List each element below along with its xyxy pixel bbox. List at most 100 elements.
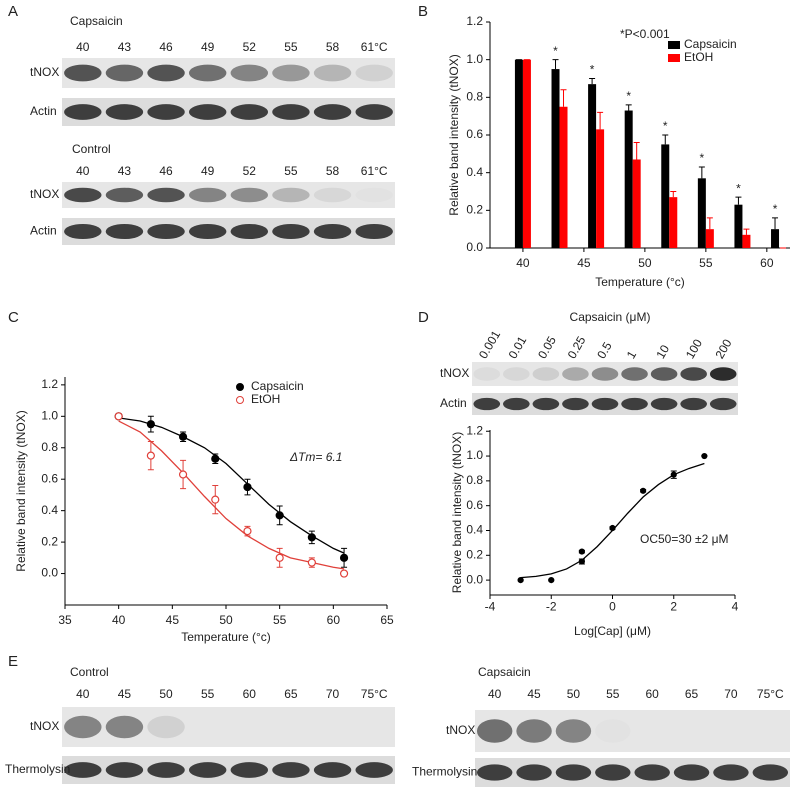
bar: [624, 110, 633, 249]
lane-label: 58: [326, 164, 340, 178]
y-tick-label: 0.2: [466, 203, 483, 217]
x-tick-label: 4: [732, 600, 739, 614]
error-bar: [560, 89, 567, 107]
blot-band: [272, 762, 310, 778]
blot-band: [313, 187, 352, 203]
fit-curve: [118, 420, 345, 570]
blot-band: [595, 719, 630, 743]
legend-label: EtOH: [251, 392, 280, 406]
legend-label: Capsaicin: [684, 37, 737, 51]
significance-mark: *: [590, 63, 595, 77]
lane-label: 0.5: [594, 339, 615, 361]
row-label: Thermolysin: [5, 762, 70, 776]
bar: [669, 197, 678, 248]
panel-label: E: [8, 653, 18, 670]
y-axis-label: Relative band intensity (tNOX): [450, 432, 464, 593]
blot-band: [313, 223, 352, 240]
error-bar: [670, 191, 677, 198]
blot-band: [272, 64, 310, 82]
lane-label: 55: [284, 164, 298, 178]
y-tick-label: 0.0: [41, 566, 58, 580]
significance-mark: *: [773, 202, 778, 216]
y-tick-label: 1.2: [41, 377, 58, 391]
blot-band: [476, 764, 513, 781]
data-point: [275, 511, 284, 520]
x-tick-label: 50: [638, 256, 652, 270]
blot-band: [147, 104, 185, 120]
blot-band: [473, 397, 501, 411]
x-tick-label: 40: [516, 256, 530, 270]
data-point: [548, 577, 555, 584]
blot-band: [555, 764, 592, 781]
y-tick-label: 0.8: [41, 440, 58, 454]
x-tick-label: 45: [166, 613, 180, 627]
blot-band: [709, 367, 737, 381]
bar: [771, 229, 780, 248]
panel-label: B: [418, 3, 428, 20]
bar: [522, 59, 531, 248]
lane-label: 10: [653, 342, 672, 361]
significance-mark: *: [700, 151, 705, 165]
lane-label: 40: [76, 164, 90, 178]
bar: [551, 69, 560, 248]
blot-band: [105, 715, 144, 739]
lane-label: 40: [76, 40, 90, 54]
bar: [596, 129, 605, 248]
lane-label: 49: [201, 40, 215, 54]
error-bar: [662, 134, 669, 145]
data-point: [146, 420, 155, 429]
blot-band: [516, 764, 552, 781]
data-point: [670, 471, 677, 478]
bar: [661, 144, 670, 248]
error-bar: [633, 142, 640, 160]
lane-label: 61°C: [361, 164, 388, 178]
blot-band: [680, 367, 707, 381]
y-tick-label: 0.0: [466, 572, 483, 586]
x-tick-label: 45: [577, 256, 591, 270]
blot-band: [105, 187, 144, 203]
lane-label: 40: [76, 687, 90, 701]
blot-title: Capsaicin: [478, 665, 531, 679]
legend-swatch: [236, 383, 244, 391]
bar: [742, 234, 751, 248]
blot-band: [355, 188, 392, 203]
error-bar: [552, 59, 559, 70]
y-tick-label: 1.2: [466, 14, 483, 28]
data-point: [211, 495, 220, 504]
y-tick-label: 1.0: [466, 448, 483, 462]
x-tick-label: 50: [219, 613, 233, 627]
blot-band: [516, 719, 552, 743]
error-bar: [706, 217, 713, 230]
row-label: Actin: [440, 396, 467, 410]
error-bar: [589, 78, 596, 85]
lane-label: 0.25: [565, 334, 589, 362]
blot-band: [230, 104, 269, 120]
error-bar: [743, 228, 750, 235]
blot-band: [272, 187, 310, 203]
blot-band: [147, 187, 185, 203]
row-label: tNOX: [30, 187, 59, 201]
legend-swatch: [668, 54, 680, 62]
panel-label: D: [418, 309, 429, 326]
blot-band: [272, 223, 310, 240]
y-tick-label: 0.2: [41, 534, 58, 548]
annotation: OC50=30 ±2 μM: [640, 532, 729, 546]
row-label: tNOX: [440, 366, 469, 380]
lane-label: 75°C: [361, 687, 388, 701]
blot-band: [562, 397, 589, 411]
lane-label: 75°C: [757, 687, 784, 701]
blot-band: [105, 104, 144, 120]
y-tick-label: 0.4: [466, 165, 483, 179]
y-tick-label: 0.4: [466, 523, 483, 537]
significance-mark: *: [736, 181, 741, 195]
blot-band: [188, 762, 227, 778]
lane-label: 46: [159, 40, 173, 54]
data-point: [339, 569, 349, 578]
blot-band: [591, 367, 619, 381]
data-point: [609, 524, 616, 532]
blot-band: [313, 104, 352, 120]
legend-swatch: [236, 396, 244, 404]
error-bar: [772, 217, 779, 230]
bar: [559, 106, 568, 248]
bar: [734, 204, 743, 248]
